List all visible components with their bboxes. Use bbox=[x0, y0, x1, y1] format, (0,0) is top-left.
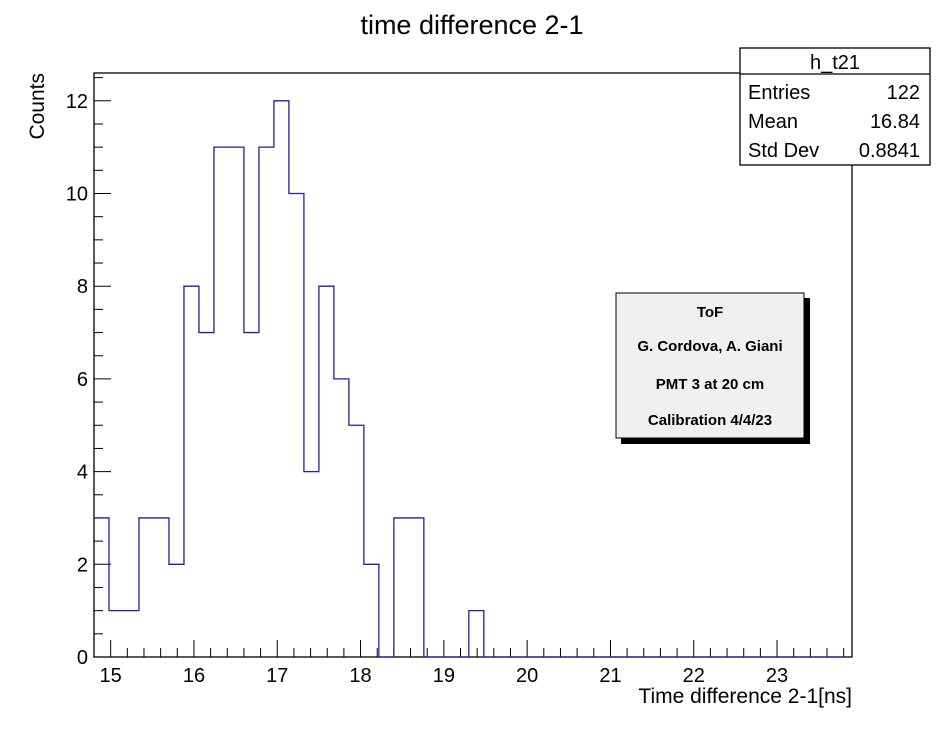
info-line-authors: G. Cordova, A. Giani bbox=[637, 338, 782, 355]
x-axis: 15 16 17 18 19 20 21 22 23 bbox=[93, 640, 845, 687]
x-tick-label: 23 bbox=[766, 665, 788, 687]
y-tick-label: 8 bbox=[77, 276, 88, 298]
x-tick-label: 20 bbox=[516, 665, 538, 687]
stats-value-mean: 16.84 bbox=[870, 111, 920, 133]
stats-label-entries: Entries bbox=[748, 82, 810, 104]
stats-box-title: h_t21 bbox=[810, 52, 860, 74]
y-tick-label: 6 bbox=[77, 369, 88, 391]
y-tick-label: 10 bbox=[66, 184, 88, 206]
x-tick-label: 18 bbox=[349, 665, 371, 687]
histogram-series-line bbox=[94, 100, 844, 658]
stats-label-mean: Mean bbox=[748, 111, 798, 133]
x-tick-label: 22 bbox=[683, 665, 705, 687]
x-tick-label: 15 bbox=[100, 665, 122, 687]
stats-box: h_t21 Entries 122 Mean 16.84 Std Dev 0.8… bbox=[739, 47, 931, 166]
stats-label-stddev: Std Dev bbox=[748, 140, 819, 162]
plot-frame bbox=[93, 72, 853, 658]
x-tick-label: 19 bbox=[433, 665, 455, 687]
y-axis-title: Counts bbox=[26, 73, 49, 140]
info-line-calibration: Calibration 4/4/23 bbox=[648, 412, 772, 429]
y-tick-label: 4 bbox=[77, 462, 88, 484]
stats-value-stddev: 0.8841 bbox=[859, 140, 920, 162]
stats-box-frame bbox=[739, 47, 931, 166]
info-box: ToF G. Cordova, A. Giani PMT 3 at 20 cm … bbox=[615, 292, 810, 444]
y-tick-label: 12 bbox=[66, 91, 88, 113]
info-box-frame bbox=[615, 292, 805, 439]
y-tick-label: 0 bbox=[77, 647, 88, 669]
chart-title: time difference 2-1 bbox=[360, 10, 583, 40]
y-tick-label: 2 bbox=[77, 554, 88, 576]
x-tick-label: 16 bbox=[183, 665, 205, 687]
x-tick-label: 21 bbox=[599, 665, 621, 687]
x-tick-label: 17 bbox=[266, 665, 288, 687]
x-axis-title: Time difference 2-1[ns] bbox=[638, 685, 852, 708]
y-axis: 0 2 4 6 8 10 12 bbox=[66, 77, 111, 669]
stats-value-entries: 122 bbox=[887, 82, 920, 104]
info-line-title: ToF bbox=[697, 304, 723, 321]
info-line-pmt: PMT 3 at 20 cm bbox=[656, 376, 764, 393]
